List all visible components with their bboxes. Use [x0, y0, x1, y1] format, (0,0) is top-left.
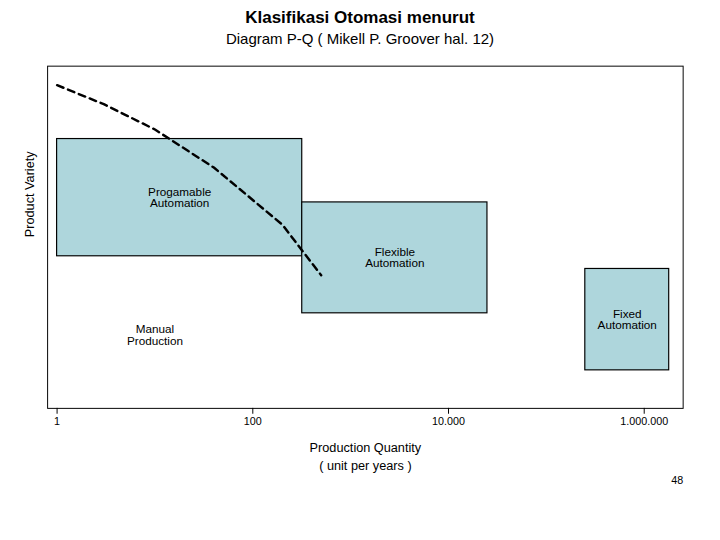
html-text:Diagram P-Q ( Mikell P. Groove: Diagram P-Q ( Mikell P. Groover hal. 12) [225, 30, 495, 47]
svg-text:48: 48 [671, 474, 683, 486]
svg-text:ProgamableAutomation: ProgamableAutomation [148, 185, 211, 210]
html-text:Klasifikasi Otomasi menurut: Klasifikasi Otomasi menurut [245, 8, 475, 27]
svg-text:10.000: 10.000 [432, 415, 465, 427]
svg-text:Production Quantity( unit per: Production Quantity( unit per years ) [310, 440, 422, 473]
svg-text:FixedAutomation: FixedAutomation [598, 307, 657, 332]
svg-text:1.000.000: 1.000.000 [620, 415, 668, 427]
svg-text:FlexibleAutomation: FlexibleAutomation [365, 245, 424, 270]
svg-text:Product Variety: Product Variety [22, 151, 37, 238]
svg-text:ManualProduction: ManualProduction [127, 322, 183, 347]
svg-text:100: 100 [244, 415, 262, 427]
svg-text:1: 1 [54, 415, 60, 427]
